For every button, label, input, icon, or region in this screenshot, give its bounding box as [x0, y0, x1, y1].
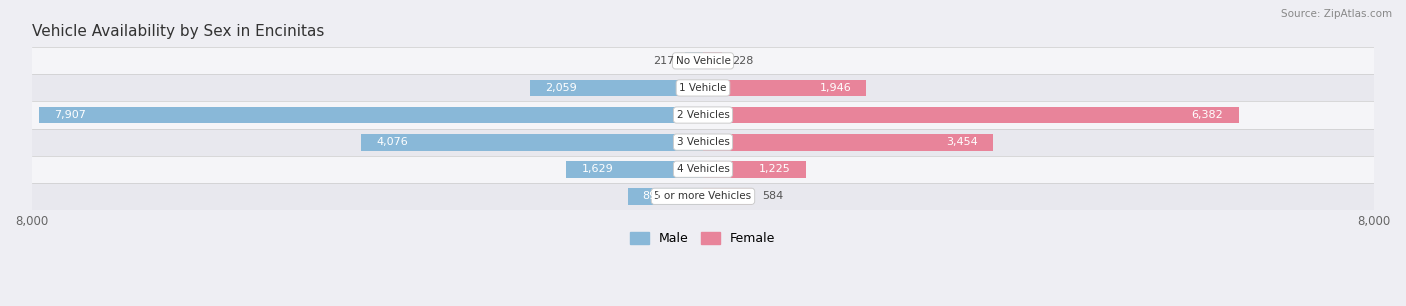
Text: 7,907: 7,907	[55, 110, 86, 120]
Bar	[31, 47, 1375, 74]
Text: 217: 217	[654, 56, 675, 66]
Bar	[31, 129, 1375, 156]
Bar	[703, 134, 993, 151]
Text: 3,454: 3,454	[946, 137, 977, 147]
Text: 898: 898	[643, 191, 664, 201]
Text: 3 Vehicles: 3 Vehicles	[676, 137, 730, 147]
Bar	[703, 106, 1239, 123]
Bar	[31, 74, 1375, 102]
Bar	[703, 52, 723, 69]
Bar	[361, 134, 703, 151]
Text: 1,225: 1,225	[759, 164, 790, 174]
Text: 2 Vehicles: 2 Vehicles	[676, 110, 730, 120]
Bar	[567, 161, 703, 177]
Bar	[530, 80, 703, 96]
Bar	[31, 156, 1375, 183]
Bar	[703, 161, 806, 177]
Bar	[703, 188, 752, 205]
Text: Source: ZipAtlas.com: Source: ZipAtlas.com	[1281, 9, 1392, 19]
Bar	[627, 188, 703, 205]
Text: 1 Vehicle: 1 Vehicle	[679, 83, 727, 93]
Text: 4,076: 4,076	[375, 137, 408, 147]
Text: 6,382: 6,382	[1192, 110, 1223, 120]
Text: No Vehicle: No Vehicle	[675, 56, 731, 66]
Text: 4 Vehicles: 4 Vehicles	[676, 164, 730, 174]
Text: 584: 584	[762, 191, 783, 201]
Bar	[685, 52, 703, 69]
Text: 1,629: 1,629	[582, 164, 613, 174]
Text: 5 or more Vehicles: 5 or more Vehicles	[654, 191, 752, 201]
Text: Vehicle Availability by Sex in Encinitas: Vehicle Availability by Sex in Encinitas	[31, 24, 323, 39]
Bar	[31, 183, 1375, 210]
Legend: Male, Female: Male, Female	[627, 229, 779, 249]
Bar	[703, 80, 866, 96]
Bar	[39, 106, 703, 123]
Bar	[31, 102, 1375, 129]
Text: 2,059: 2,059	[546, 83, 576, 93]
Text: 1,946: 1,946	[820, 83, 851, 93]
Text: 228: 228	[733, 56, 754, 66]
